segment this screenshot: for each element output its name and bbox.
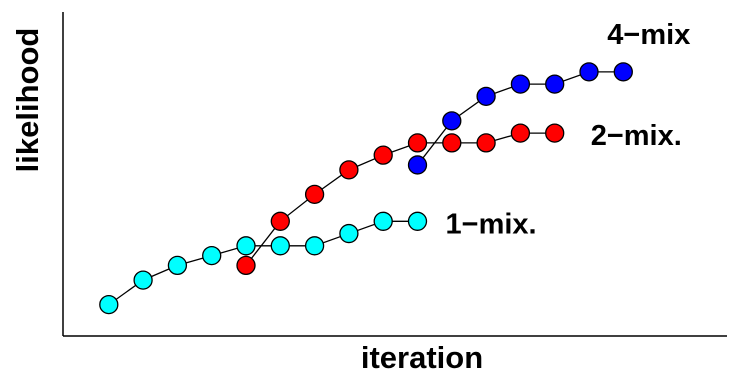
data-point [407, 155, 428, 175]
data-point [476, 86, 496, 106]
data-point [133, 270, 153, 290]
data-point [510, 74, 531, 94]
series-3 [407, 62, 633, 175]
data-point [339, 223, 359, 244]
data-point [304, 236, 325, 256]
data-point [579, 62, 599, 82]
data-point [236, 255, 256, 276]
data-point [407, 133, 428, 153]
data-point [167, 255, 188, 276]
series-label: 2−mix. [591, 120, 682, 152]
data-point [373, 211, 393, 231]
series-layer [99, 62, 633, 315]
x-axis-title: iteration [361, 340, 483, 374]
data-point [236, 236, 256, 256]
y-axis-title: likelihood [10, 28, 45, 173]
series-2 [236, 123, 565, 276]
data-point [510, 123, 531, 143]
data-point [202, 245, 222, 266]
data-point [613, 62, 633, 82]
data-point [442, 133, 462, 153]
series-label: 1−mix. [446, 208, 537, 240]
data-point [476, 133, 496, 153]
series-label-layer: 1−mix. 2−mix. 4−mix [446, 19, 691, 240]
data-point [304, 184, 325, 205]
data-point [373, 145, 393, 165]
data-point [545, 123, 565, 143]
series-label: 4−mix [607, 19, 690, 51]
chart-axes [62, 12, 727, 337]
data-point [270, 236, 290, 256]
data-point [270, 211, 290, 231]
series-line [245, 132, 555, 266]
data-point [442, 111, 462, 131]
data-point [339, 160, 359, 180]
data-point [407, 211, 428, 231]
series-line [108, 220, 418, 306]
series-1 [99, 211, 428, 315]
data-point [99, 294, 119, 315]
data-point [545, 74, 565, 94]
